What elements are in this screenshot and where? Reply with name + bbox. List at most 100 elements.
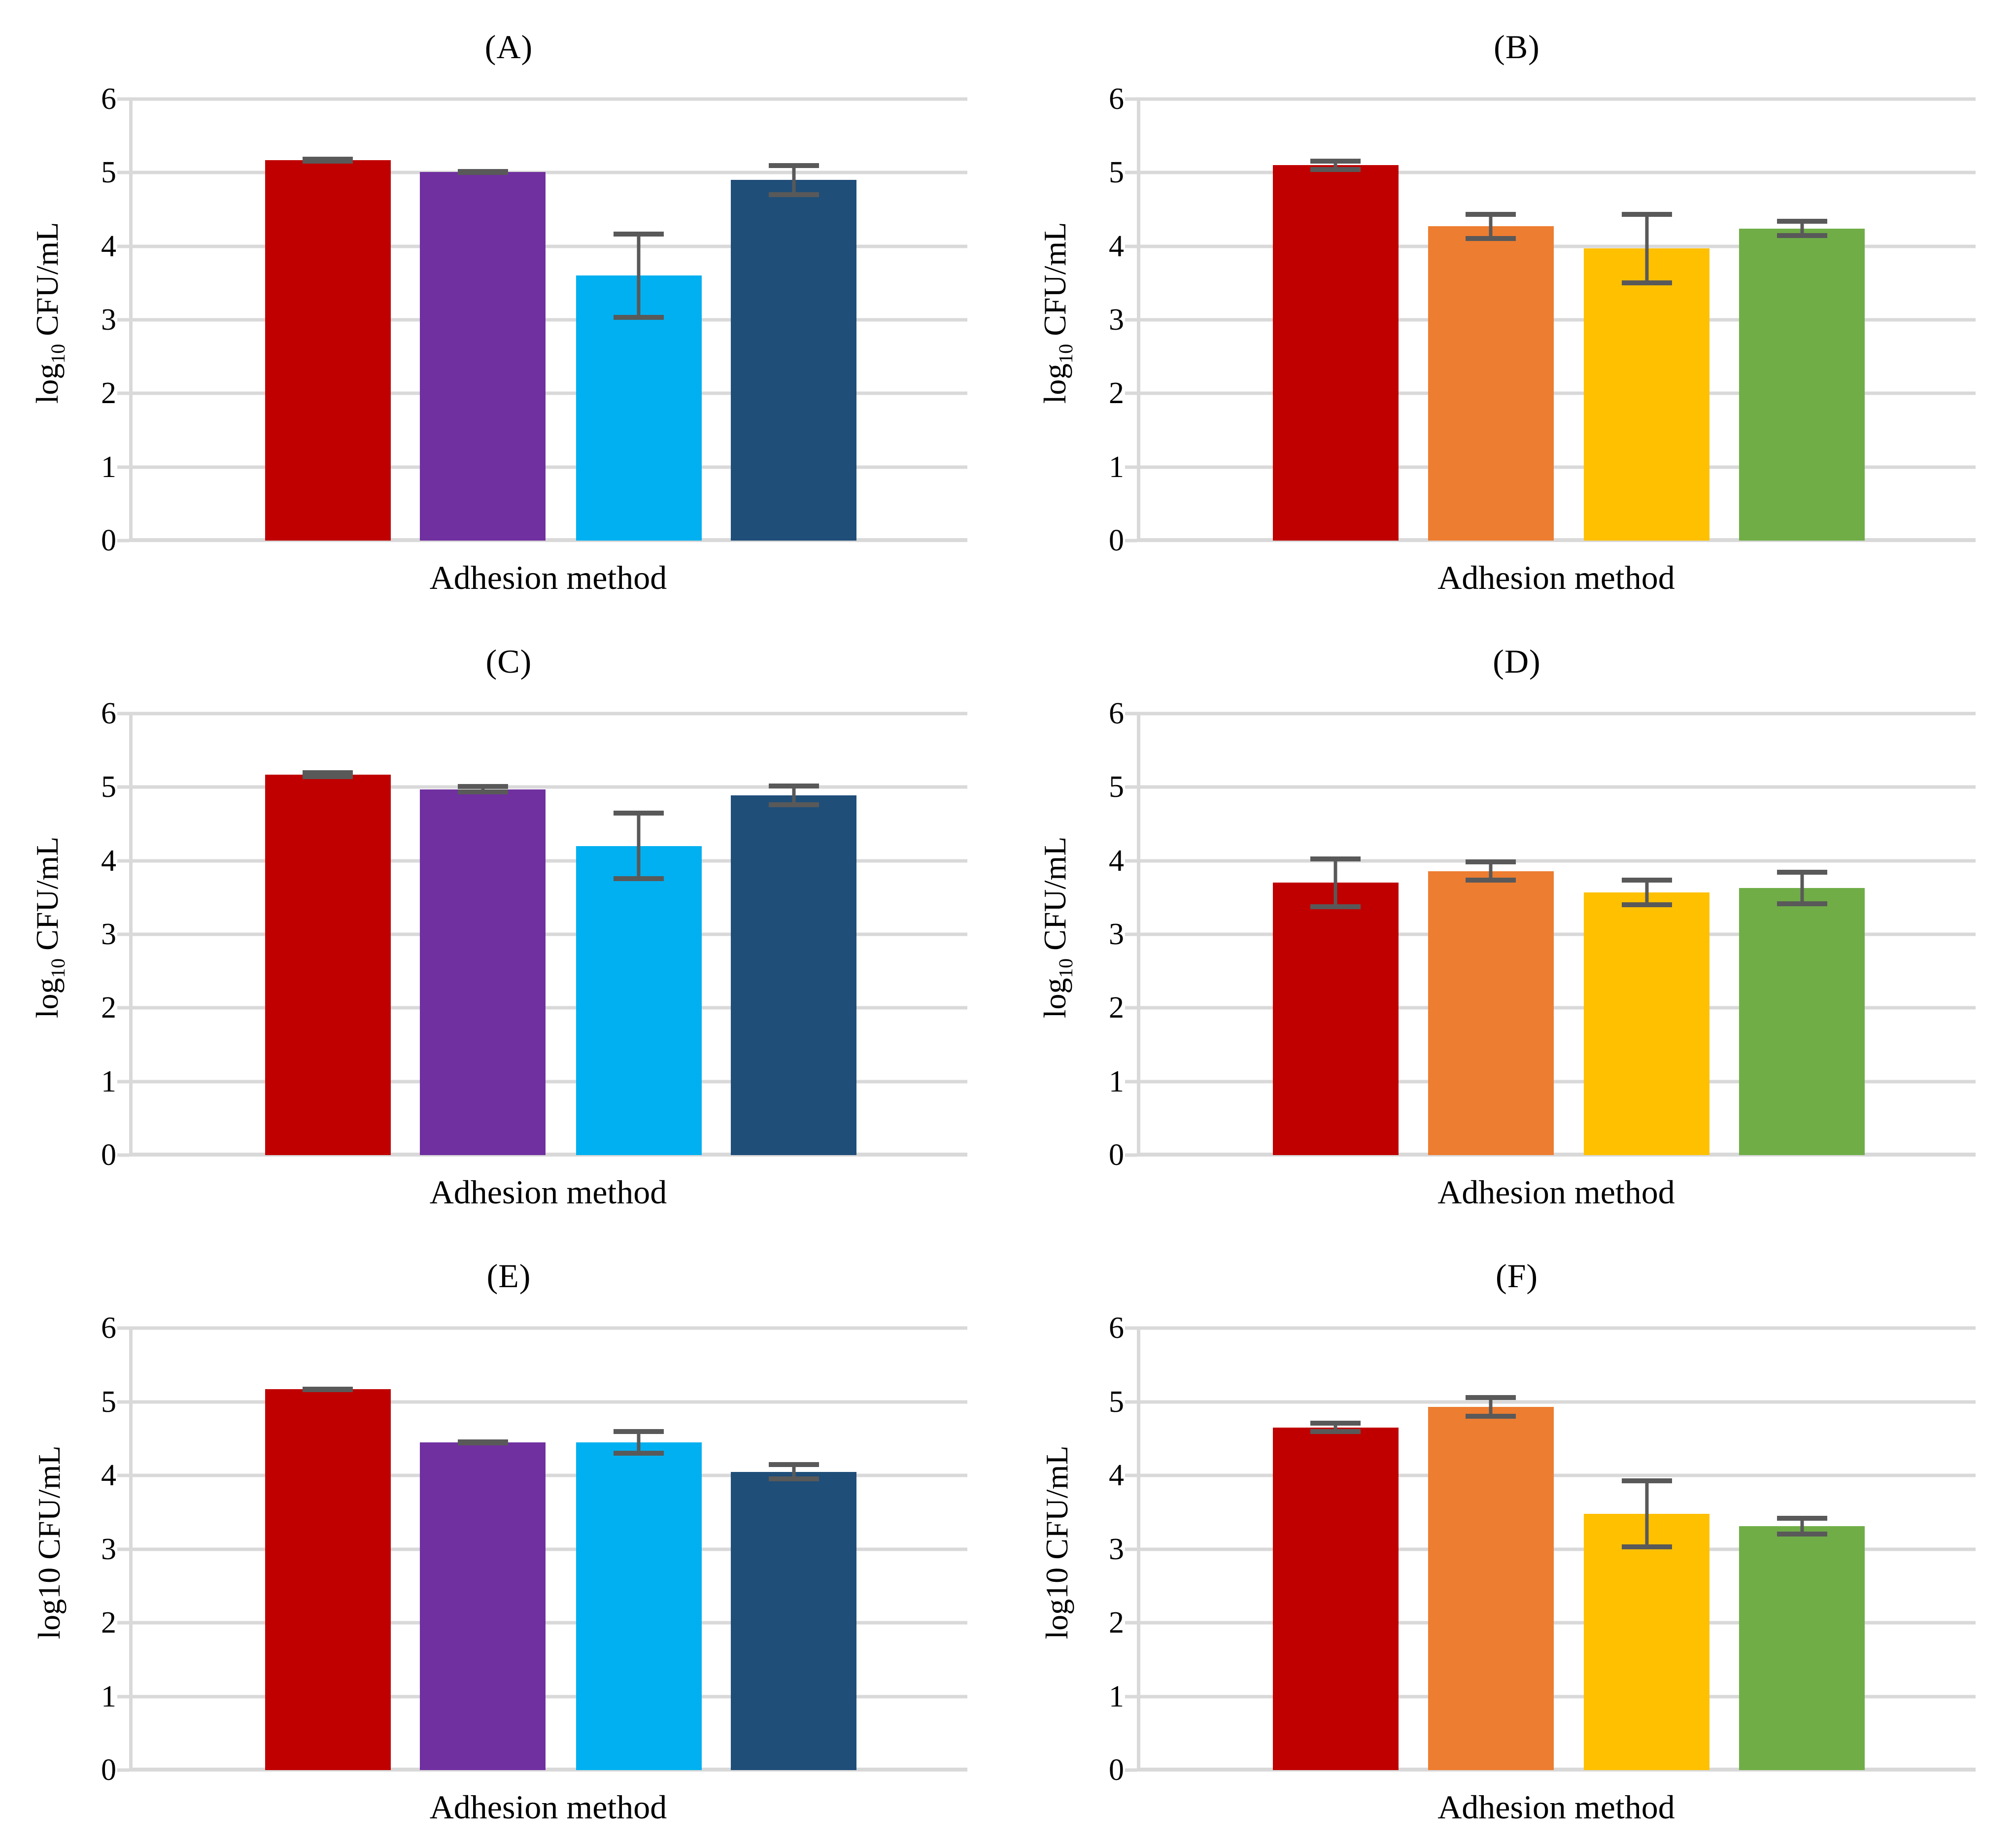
error-bar-1 xyxy=(303,770,353,779)
error-bar-line xyxy=(637,1429,641,1456)
error-bar-cap-bottom xyxy=(457,789,508,795)
panel-b-title: (B) xyxy=(1494,28,1540,66)
bar-1 xyxy=(265,774,391,1155)
panel-f-chart: log10 CFU/mL 0 1 2 3 4 5 6 xyxy=(1032,1313,2001,1785)
gridline-5 xyxy=(129,1400,967,1403)
y-tick-label-3: 3 xyxy=(101,1532,116,1566)
y-tick-label-6: 6 xyxy=(1109,1311,1124,1345)
y-tick-label-4: 4 xyxy=(101,1459,116,1493)
error-bar-2 xyxy=(1466,1395,1516,1419)
error-bar-cap-top xyxy=(768,163,819,168)
error-bar-cap-bottom xyxy=(1310,167,1361,172)
error-bar-cap-top xyxy=(1310,1421,1361,1426)
error-bar-cap-bottom xyxy=(303,774,353,779)
error-bar-cap-bottom xyxy=(1777,1532,1827,1537)
error-bar-cap-bottom xyxy=(1621,1544,1672,1549)
bar-3 xyxy=(576,1442,702,1770)
error-bar-cap-bottom xyxy=(614,1450,664,1456)
error-bar-cap-bottom xyxy=(614,315,664,320)
error-bar-cap-bottom xyxy=(457,170,508,175)
y-axis-label: log10 CFU/mL xyxy=(30,836,69,1019)
gridline-1 xyxy=(1137,1080,1976,1084)
error-bar-2 xyxy=(457,169,508,175)
gridline-2 xyxy=(129,391,967,395)
y-tick-mark-5 xyxy=(117,785,129,789)
x-axis-label: Adhesion method xyxy=(1437,1173,1675,1211)
error-bar-cap-top xyxy=(1777,869,1827,875)
y-tick-mark-2 xyxy=(117,1621,129,1625)
panel-b: (B) log10 CFU/mL 0 1 2 3 4 5 6 Adhesion method xyxy=(1008,0,2016,615)
plot-area xyxy=(1125,712,1976,1157)
y-axis-tick-labels: 0 1 2 3 4 5 6 xyxy=(74,698,129,1170)
y-tick-label-5: 5 xyxy=(101,770,116,804)
bar-1 xyxy=(265,1389,391,1770)
x-axis-label: Adhesion method xyxy=(429,558,667,596)
y-tick-mark-4 xyxy=(117,244,129,248)
y-tick-mark-6 xyxy=(117,97,129,101)
error-bar-cap-bottom xyxy=(768,1476,819,1481)
y-tick-mark-1 xyxy=(1125,1695,1137,1699)
error-bar-cap-top xyxy=(1310,856,1361,861)
error-bar-cap-top xyxy=(1466,211,1516,217)
y-axis-line xyxy=(1137,714,1140,1155)
y-axis-tick-labels: 0 1 2 3 4 5 6 xyxy=(74,84,129,556)
x-axis-label: Adhesion method xyxy=(1437,1788,1675,1826)
y-tick-mark-6 xyxy=(1125,712,1137,716)
y-axis-line xyxy=(129,99,133,541)
error-bar-cap-top xyxy=(614,1429,664,1434)
plot-area xyxy=(117,97,967,543)
error-bar-cap-bottom xyxy=(303,159,353,164)
error-bar-line xyxy=(637,231,641,320)
y-axis-label: log10 CFU/mL xyxy=(1039,1445,1074,1639)
y-tick-mark-2 xyxy=(117,1006,129,1010)
bar-2 xyxy=(420,1442,546,1770)
y-tick-mark-3 xyxy=(1125,1547,1137,1551)
y-axis-label-column: log10 CFU/mL xyxy=(25,700,74,1155)
y-tick-mark-6 xyxy=(1125,97,1137,101)
y-tick-mark-3 xyxy=(117,1547,129,1551)
y-tick-label-3: 3 xyxy=(101,918,116,951)
y-tick-label-4: 4 xyxy=(1109,1459,1124,1493)
error-bar-3 xyxy=(1621,878,1672,907)
y-axis-label: log10 CFU/mL xyxy=(32,1445,67,1639)
y-tick-mark-3 xyxy=(117,318,129,322)
panel-a: (A) log10 CFU/mL 0 1 2 3 4 5 6 Adhesion method xyxy=(0,0,1008,615)
bar-2 xyxy=(420,789,546,1155)
panel-a-chart: log10 CFU/mL 0 1 2 3 4 5 6 xyxy=(25,84,993,556)
y-tick-mark-1 xyxy=(1125,465,1137,469)
bar-2 xyxy=(1428,226,1554,541)
error-bar-cap-top xyxy=(1621,878,1672,883)
error-bar-cap-top xyxy=(457,784,508,789)
bar-4 xyxy=(1739,1526,1865,1770)
y-tick-mark-6 xyxy=(117,712,129,716)
y-axis-tick-labels: 0 1 2 3 4 5 6 xyxy=(1082,84,1137,556)
y-axis-tick-labels: 0 1 2 3 4 5 6 xyxy=(1082,1313,1137,1785)
bar-3 xyxy=(1584,1513,1710,1770)
y-axis-tick-labels: 0 1 2 3 4 5 6 xyxy=(74,1313,129,1785)
panel-e: (E) log10 CFU/mL 0 1 2 3 4 5 6 Adhesion method xyxy=(0,1229,1008,1844)
error-bar-cap-bottom xyxy=(1777,901,1827,907)
panel-d: (D) log10 CFU/mL 0 1 2 3 4 5 6 Adhesion method xyxy=(1008,615,2016,1229)
error-bar-2 xyxy=(1466,859,1516,883)
error-bar-cap-top xyxy=(614,811,664,816)
error-bar-cap-top xyxy=(1621,1478,1672,1483)
gridline-4 xyxy=(129,1473,967,1477)
y-tick-mark-0 xyxy=(117,1153,129,1157)
gridline-6 xyxy=(129,97,967,101)
error-bar-4 xyxy=(1777,219,1827,239)
y-tick-label-0: 0 xyxy=(1109,1138,1124,1172)
gridline-4 xyxy=(1137,859,1976,863)
error-bar-1 xyxy=(1310,158,1361,172)
gridline-3 xyxy=(1137,932,1976,936)
y-tick-mark-5 xyxy=(1125,785,1137,789)
bar-2 xyxy=(420,171,546,541)
y-tick-label-3: 3 xyxy=(101,303,116,337)
error-bar-cap-top xyxy=(1621,211,1672,217)
error-bar-line xyxy=(1489,1395,1493,1419)
gridline-3 xyxy=(129,1547,967,1551)
y-tick-mark-1 xyxy=(117,465,129,469)
error-bar-line xyxy=(1800,1516,1804,1537)
error-bar-3 xyxy=(614,1429,664,1456)
gridline-1 xyxy=(129,1080,967,1084)
y-tick-label-3: 3 xyxy=(1109,303,1124,337)
